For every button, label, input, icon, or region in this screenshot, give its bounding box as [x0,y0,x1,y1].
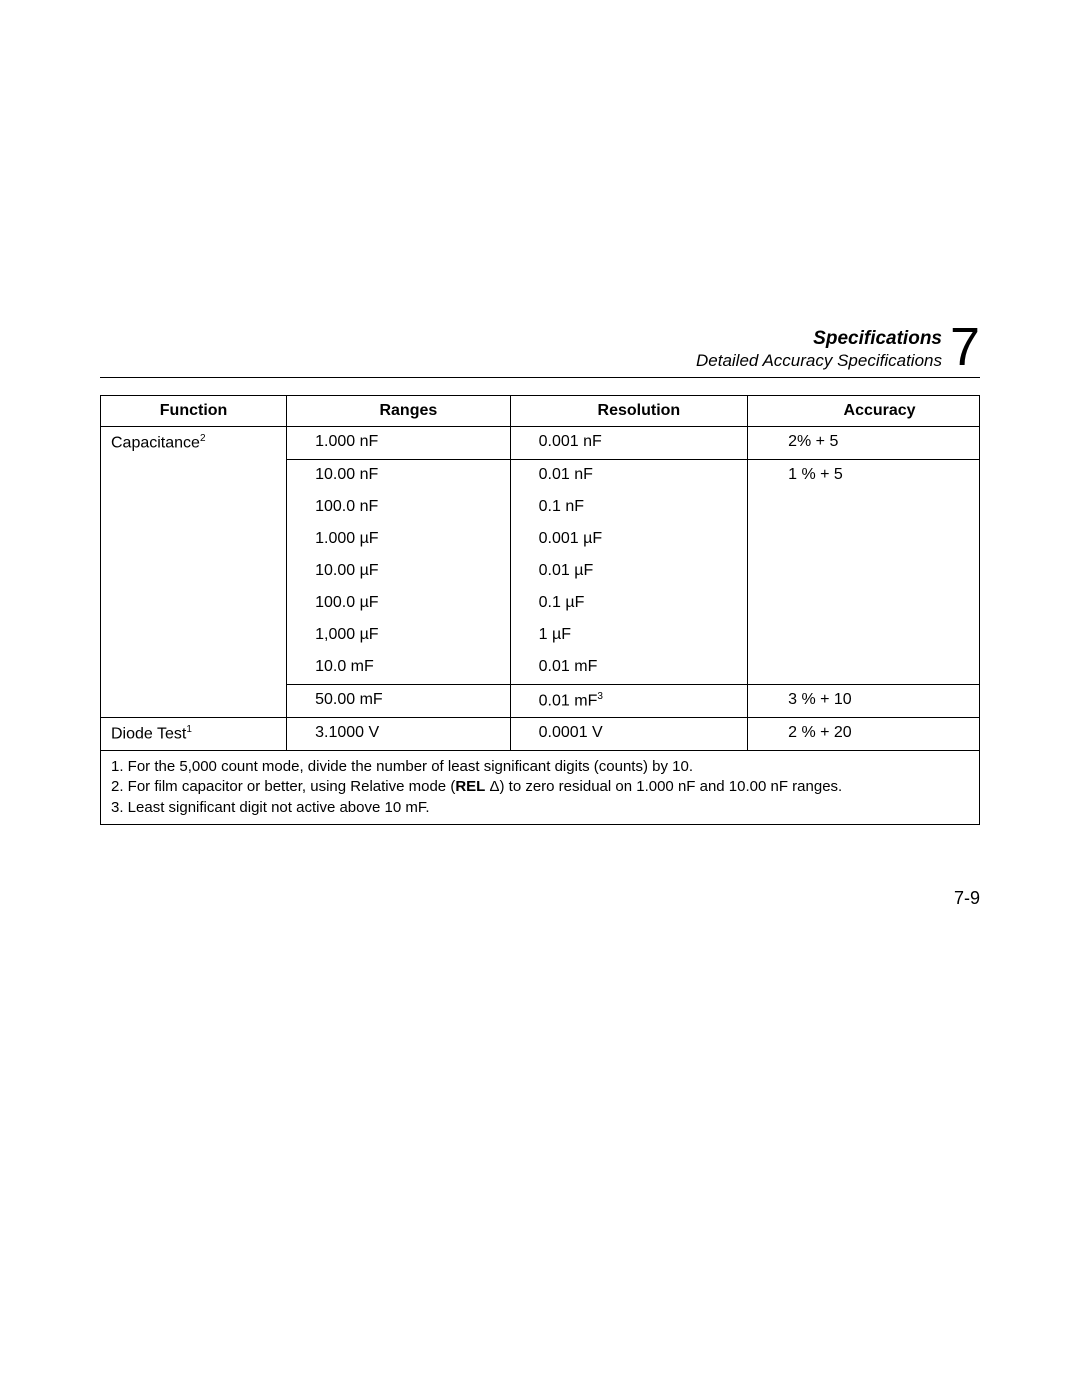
table-header-row: Function Ranges Resolution Accuracy [101,396,980,427]
spec-table: Function Ranges Resolution Accuracy Capa… [100,395,980,825]
footnote-2: 2. For film capacitor or better, using R… [111,777,969,797]
range-cell: 10.00 nF [287,460,511,493]
page: Specifications Detailed Accuracy Specifi… [0,0,1080,1397]
footnote-2-c: Δ) to zero residual on 1.000 nF and 10.0… [485,778,842,795]
range-cell: 10.00 µF [287,556,511,588]
resolution-cell: 0.1 µF [510,588,747,620]
col-header-resolution: Resolution [510,396,747,427]
col-header-ranges: Ranges [287,396,511,427]
resolution-cell: 1 µF [510,620,747,652]
range-cell: 1.000 µF [287,524,511,556]
footnote-2-b: REL [455,778,485,795]
resolution-text: 0.01 mF [539,692,598,709]
header-subtitle: Detailed Accuracy Specifications [100,351,942,371]
accuracy-cell: 2 % + 20 [748,718,980,751]
header-rule [100,377,980,378]
range-cell: 100.0 nF [287,492,511,524]
resolution-cell: 0.1 nF [510,492,747,524]
col-header-accuracy: Accuracy [748,396,980,427]
range-cell: 3.1000 V [287,718,511,751]
page-number: 7-9 [954,888,980,909]
function-cell: Capacitance2 [101,427,287,718]
chapter-number: 7 [950,316,980,378]
footnote-3: 3. Least significant digit not active ab… [111,798,969,818]
footnotes-row: 1. For the 5,000 count mode, divide the … [101,751,980,825]
range-cell: 100.0 µF [287,588,511,620]
accuracy-cell: 1 % + 5 [748,460,980,685]
range-cell: 10.0 mF [287,652,511,685]
function-label: Capacitance [111,434,200,451]
accuracy-cell: 3 % + 10 [748,685,980,718]
footnote-ref: 3 [597,691,603,702]
resolution-cell: 0.01 nF [510,460,747,493]
resolution-cell: 0.01 µF [510,556,747,588]
function-label: Diode Test [111,725,186,742]
col-header-function: Function [101,396,287,427]
header-text: Specifications Detailed Accuracy Specifi… [100,328,980,371]
function-cell: Diode Test1 [101,718,287,751]
footnote-ref: 1 [186,724,192,735]
range-cell: 1,000 µF [287,620,511,652]
range-cell: 1.000 nF [287,427,511,460]
accuracy-cell: 2% + 5 [748,427,980,460]
footnotes-cell: 1. For the 5,000 count mode, divide the … [101,751,980,825]
page-header: Specifications Detailed Accuracy Specifi… [100,328,980,378]
footnote-2-a: 2. For film capacitor or better, using R… [111,778,455,795]
range-cell: 50.00 mF [287,685,511,718]
resolution-cell: 0.01 mF [510,652,747,685]
resolution-cell: 0.01 mF3 [510,685,747,718]
header-title: Specifications [100,328,942,351]
resolution-cell: 0.001 nF [510,427,747,460]
resolution-cell: 0.001 µF [510,524,747,556]
table-row: Diode Test1 3.1000 V 0.0001 V 2 % + 20 [101,718,980,751]
footnote-1: 1. For the 5,000 count mode, divide the … [111,757,969,777]
resolution-cell: 0.0001 V [510,718,747,751]
table-row: Capacitance2 1.000 nF 0.001 nF 2% + 5 [101,427,980,460]
footnote-ref: 2 [200,433,206,444]
